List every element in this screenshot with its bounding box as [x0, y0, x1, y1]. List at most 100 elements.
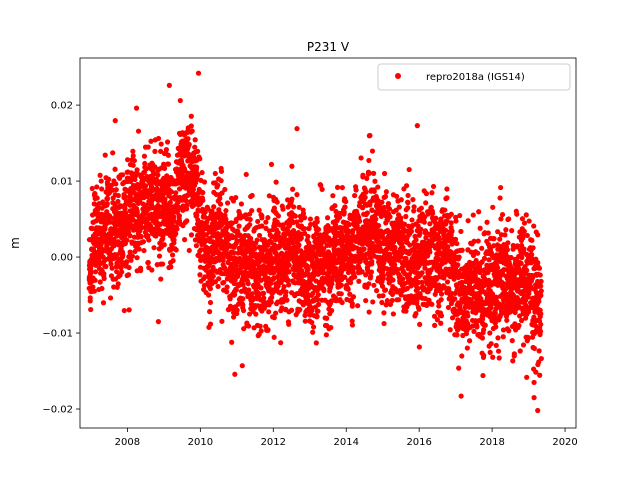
data-point: [218, 168, 225, 174]
data-point: [113, 187, 119, 193]
data-point: [395, 297, 402, 303]
data-point: [266, 309, 272, 315]
data-point: [163, 147, 169, 153]
data-point: [296, 204, 302, 210]
data-point: [141, 247, 147, 254]
data-point-outlier: [414, 123, 420, 129]
data-point: [398, 215, 404, 221]
data-point: [438, 291, 445, 297]
data-point: [173, 231, 179, 237]
data-point: [193, 166, 200, 172]
data-point: [315, 301, 322, 307]
data-point: [231, 291, 238, 298]
data-point: [217, 195, 223, 201]
data-point: [310, 324, 317, 330]
data-point: [115, 192, 121, 199]
data-point: [362, 194, 368, 201]
data-point: [134, 167, 140, 173]
data-point: [176, 213, 182, 219]
data-point: [520, 342, 527, 348]
x-tick-label: 2018: [479, 437, 504, 448]
data-point: [89, 185, 95, 192]
data-point: [499, 211, 506, 218]
data-point: [266, 284, 272, 290]
y-tick-label: 0.01: [51, 177, 73, 188]
data-point: [493, 324, 499, 330]
data-point: [458, 228, 464, 235]
data-point: [343, 198, 349, 205]
data-point: [200, 190, 206, 196]
data-point: [195, 172, 201, 178]
data-point: [249, 192, 255, 199]
data-point: [190, 187, 196, 193]
data-point: [138, 233, 144, 239]
data-point: [328, 324, 334, 331]
data-point: [290, 240, 296, 246]
data-point: [233, 194, 239, 201]
data-point: [106, 176, 112, 182]
data-point: [438, 297, 444, 303]
data-point: [390, 277, 396, 283]
data-point: [498, 184, 504, 191]
data-point: [230, 314, 237, 320]
data-point: [124, 237, 130, 243]
data-point: [249, 207, 255, 214]
data-point: [314, 313, 320, 319]
data-point-outlier: [294, 126, 300, 132]
data-point: [240, 281, 246, 287]
data-point: [484, 219, 490, 225]
data-point: [369, 258, 375, 265]
data-point: [509, 338, 515, 344]
y-axis-label: m: [8, 237, 22, 249]
data-point: [280, 206, 286, 212]
data-point: [270, 270, 277, 276]
data-point: [332, 203, 338, 209]
data-point: [252, 245, 258, 251]
data-point: [436, 303, 442, 309]
data-point: [241, 326, 247, 332]
data-point: [224, 289, 230, 295]
data-point: [406, 166, 412, 173]
data-point: [538, 278, 544, 284]
data-point: [471, 328, 477, 334]
data-point: [233, 262, 239, 268]
data-point: [215, 283, 221, 290]
data-point: [454, 240, 460, 247]
data-point: [265, 275, 272, 282]
data-point: [490, 204, 496, 210]
data-point: [449, 228, 455, 235]
data-point: [432, 322, 438, 328]
data-point: [320, 270, 326, 276]
data-point: [240, 302, 246, 308]
data-point: [99, 186, 105, 192]
data-point: [130, 148, 136, 154]
data-point: [405, 192, 411, 199]
data-point: [430, 183, 437, 190]
data-point-outlier: [535, 407, 541, 414]
data-point: [207, 299, 214, 306]
data-point: [290, 186, 296, 192]
data-point: [301, 225, 307, 232]
data-point: [192, 137, 198, 143]
data-point: [538, 292, 544, 298]
data-point: [186, 141, 192, 148]
data-point: [97, 172, 103, 178]
data-point: [523, 212, 529, 218]
data-point: [371, 282, 377, 288]
data-point: [262, 271, 268, 277]
data-point: [249, 291, 255, 297]
data-point: [306, 240, 312, 246]
data-point: [255, 281, 261, 288]
data-point: [123, 259, 130, 265]
data-point: [253, 311, 259, 317]
y-tick-label: 0.02: [51, 101, 73, 112]
data-point: [232, 371, 238, 377]
data-point: [94, 195, 100, 201]
data-point: [371, 170, 377, 176]
data-point: [506, 216, 512, 222]
data-point: [536, 298, 542, 304]
data-point: [433, 215, 439, 221]
data-point: [407, 242, 413, 248]
data-point-outlier: [458, 393, 464, 399]
data-point: [94, 184, 100, 190]
